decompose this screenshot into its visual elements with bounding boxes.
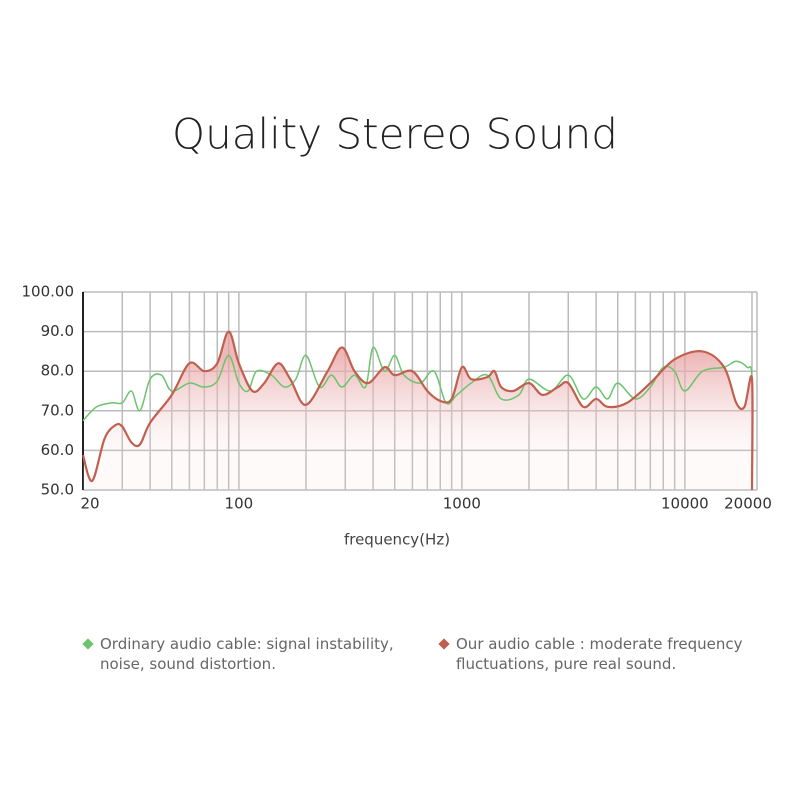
y-tick-label: 70.0: [41, 401, 74, 419]
x-axis-label: frequency(Hz): [344, 531, 450, 549]
y-tick-label: 100.00: [22, 283, 75, 301]
legend-marker: [82, 638, 94, 650]
legend-item: Our audio cable : moderate frequency flu…: [438, 634, 786, 674]
legend-text: Our audio cable : moderate frequency flu…: [456, 635, 743, 673]
y-tick-label: 90.0: [41, 322, 74, 340]
x-tick-label: 20000: [724, 495, 772, 513]
y-tick-label: 50.0: [41, 481, 74, 499]
series-line: [81, 330, 754, 491]
x-tick-label: 10000: [661, 495, 709, 513]
chart: Quality Stereo Sound frequency(Hz) 50.0 6…: [22, 110, 772, 549]
legend-marker: [438, 638, 450, 650]
chart-title: Quality Stereo Sound: [172, 110, 618, 159]
y-tick-label: 80.0: [41, 362, 74, 380]
legend-text: Ordinary audio cable: signal instability…: [100, 635, 394, 673]
x-tick-label: 1000: [443, 495, 481, 513]
x-tick-label: 100: [225, 495, 254, 513]
y-tick-label: 60.0: [41, 441, 74, 459]
series-line: [82, 346, 754, 491]
area-fill: [83, 331, 753, 490]
x-tick-label: 20: [80, 495, 99, 513]
legend-item: Ordinary audio cable: signal instability…: [82, 634, 430, 674]
